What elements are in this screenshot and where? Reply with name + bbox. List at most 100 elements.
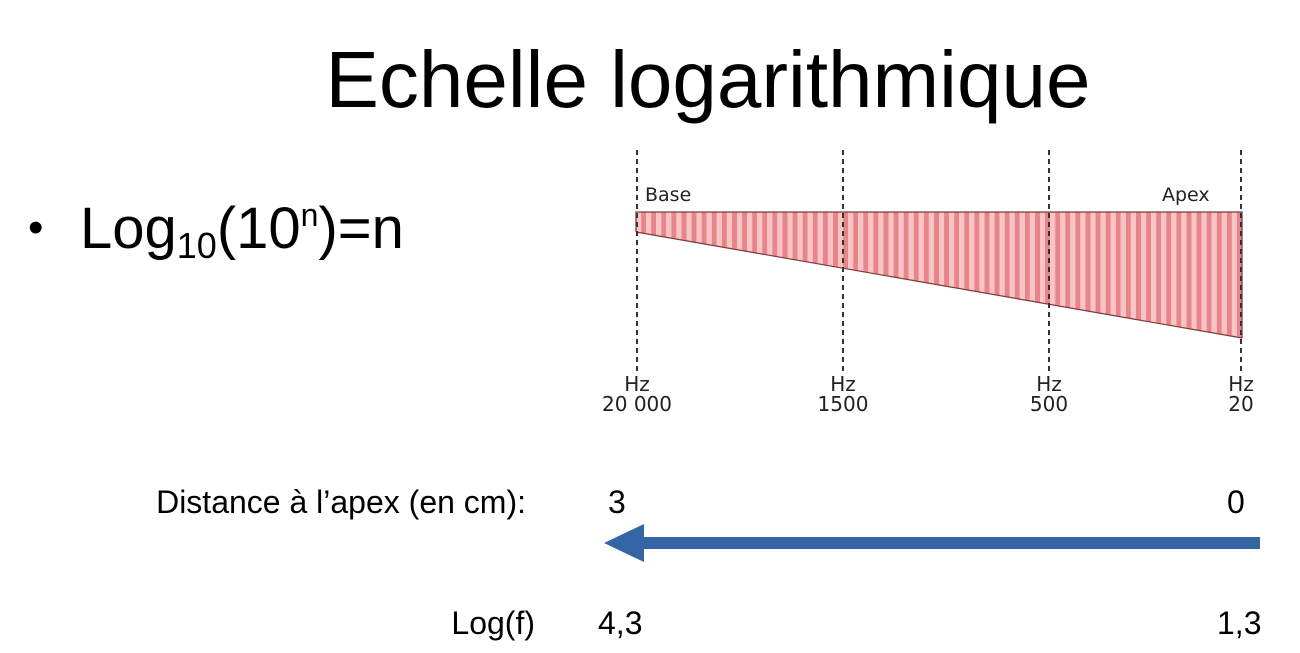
membrane-stripe bbox=[848, 212, 854, 270]
membrane-stripe bbox=[666, 212, 672, 239]
distance-label: Distance à l’apex (en cm): bbox=[156, 484, 526, 520]
membrane-stripe bbox=[984, 212, 990, 294]
membrane-stripe bbox=[918, 212, 924, 283]
membrane-stripe bbox=[989, 212, 995, 295]
membrane-stripe bbox=[802, 212, 808, 263]
membrane-stripe bbox=[1004, 212, 1010, 298]
membrane-stripe bbox=[641, 212, 647, 234]
membrane-stripe bbox=[1206, 212, 1212, 333]
membrane-stripe bbox=[762, 212, 768, 255]
membrane-stripe bbox=[1065, 212, 1071, 308]
membrane-stripe bbox=[883, 212, 889, 277]
freq-unit: Hz bbox=[624, 372, 650, 396]
membrane-stripe bbox=[1115, 212, 1121, 317]
membrane-stripe bbox=[651, 212, 657, 236]
membrane-stripe bbox=[974, 212, 980, 293]
freq-unit: Hz bbox=[1228, 372, 1254, 396]
freq-label-1500: Hz 1500 bbox=[818, 374, 869, 414]
freq-label-20000: Hz 20 000 bbox=[602, 374, 672, 414]
membrane-stripe bbox=[933, 212, 939, 285]
membrane-stripe bbox=[646, 212, 652, 235]
membrane-stripe bbox=[1024, 212, 1030, 301]
membrane-stripe bbox=[878, 212, 884, 276]
membrane-stripe bbox=[812, 212, 818, 264]
membrane-stripe bbox=[711, 212, 717, 247]
membrane-stripe bbox=[1141, 212, 1147, 322]
membrane-stripe bbox=[1009, 212, 1015, 299]
freq-label-500: Hz 500 bbox=[1030, 374, 1068, 414]
membrane-stripe bbox=[1191, 212, 1197, 331]
freq-unit: Hz bbox=[830, 372, 856, 396]
membrane-stripe bbox=[706, 212, 712, 246]
formula-close: )=n bbox=[318, 196, 404, 261]
membrane-stripe bbox=[969, 212, 975, 292]
freq-unit: Hz bbox=[1036, 372, 1062, 396]
membrane-stripe bbox=[908, 212, 914, 281]
bullet-formula: • Log10(10n)=n bbox=[28, 182, 404, 279]
membrane-stripe bbox=[797, 212, 803, 262]
arrow-head bbox=[604, 524, 644, 562]
membrane-stripe bbox=[913, 212, 919, 282]
membrane-stripe bbox=[1090, 212, 1096, 313]
membrane-stripe bbox=[1085, 212, 1091, 312]
membrane-stripe bbox=[1130, 212, 1136, 320]
membrane-stripe bbox=[656, 212, 662, 237]
membrane-stripe bbox=[1156, 212, 1162, 324]
membrane-stripe bbox=[686, 212, 692, 242]
membrane-stripe bbox=[742, 212, 748, 252]
membrane-stripes bbox=[635, 211, 1243, 339]
membrane-stripe bbox=[1161, 212, 1167, 325]
membrane-stripe bbox=[777, 212, 783, 258]
arrow-shaft bbox=[638, 537, 1260, 549]
membrane-stripe bbox=[1080, 212, 1086, 311]
membrane-stripe bbox=[1070, 212, 1076, 309]
membrane-stripe bbox=[838, 212, 844, 269]
membrane-stripe bbox=[1201, 212, 1207, 332]
membrane-outline bbox=[635, 211, 1243, 339]
log-label: Log(f) bbox=[451, 605, 535, 641]
membrane-stripe bbox=[1226, 212, 1232, 337]
membrane-stripe bbox=[999, 212, 1005, 297]
membrane-stripe bbox=[1060, 212, 1066, 308]
distance-left-value: 3 bbox=[608, 484, 626, 520]
membrane-stripe bbox=[964, 212, 970, 291]
membrane-stripe bbox=[898, 212, 904, 279]
membrane-stripe bbox=[767, 212, 773, 256]
basilar-membrane-diagram bbox=[635, 150, 1243, 372]
membrane-stripe bbox=[827, 212, 833, 267]
membrane-stripe bbox=[1095, 212, 1101, 314]
membrane-stripe bbox=[1014, 212, 1020, 300]
membrane-stripe bbox=[737, 212, 743, 251]
membrane-stripe bbox=[822, 212, 828, 266]
membrane-stripe bbox=[939, 212, 945, 286]
formula-log: Log bbox=[80, 196, 177, 261]
membrane-stripe bbox=[671, 212, 677, 240]
membrane-stripe bbox=[1166, 212, 1172, 326]
membrane-stripe bbox=[954, 212, 960, 289]
membrane-stripe bbox=[868, 212, 874, 274]
membrane-stripe bbox=[772, 212, 778, 257]
membrane-stripe bbox=[949, 212, 955, 288]
membrane-stripe bbox=[1050, 212, 1056, 306]
membrane-stripe bbox=[893, 212, 899, 278]
membrane-stripe bbox=[1120, 212, 1126, 318]
membrane-stripe bbox=[1040, 212, 1046, 304]
freq-value: 20 000 bbox=[602, 392, 672, 416]
membrane-stripe bbox=[1100, 212, 1106, 315]
formula-subscript: 10 bbox=[176, 225, 217, 266]
membrane-stripe bbox=[691, 212, 697, 243]
membrane-stripe bbox=[1019, 212, 1025, 301]
log-left-value: 4,3 bbox=[598, 605, 643, 641]
bullet-dot-icon: • bbox=[28, 203, 44, 252]
membrane-stripe bbox=[696, 212, 702, 244]
membrane-stripe bbox=[747, 212, 753, 253]
membrane-stripe bbox=[1034, 212, 1040, 303]
formula-open: (10 bbox=[216, 196, 301, 261]
log-right-value: 1,3 bbox=[1217, 605, 1262, 641]
freq-value: 1500 bbox=[817, 392, 869, 416]
membrane-stripe bbox=[1125, 212, 1131, 319]
distance-right-value: 0 bbox=[1227, 484, 1245, 520]
membrane-stripe bbox=[661, 212, 667, 238]
membrane-stripe bbox=[1196, 212, 1202, 331]
direction-arrow-icon bbox=[604, 524, 1260, 562]
